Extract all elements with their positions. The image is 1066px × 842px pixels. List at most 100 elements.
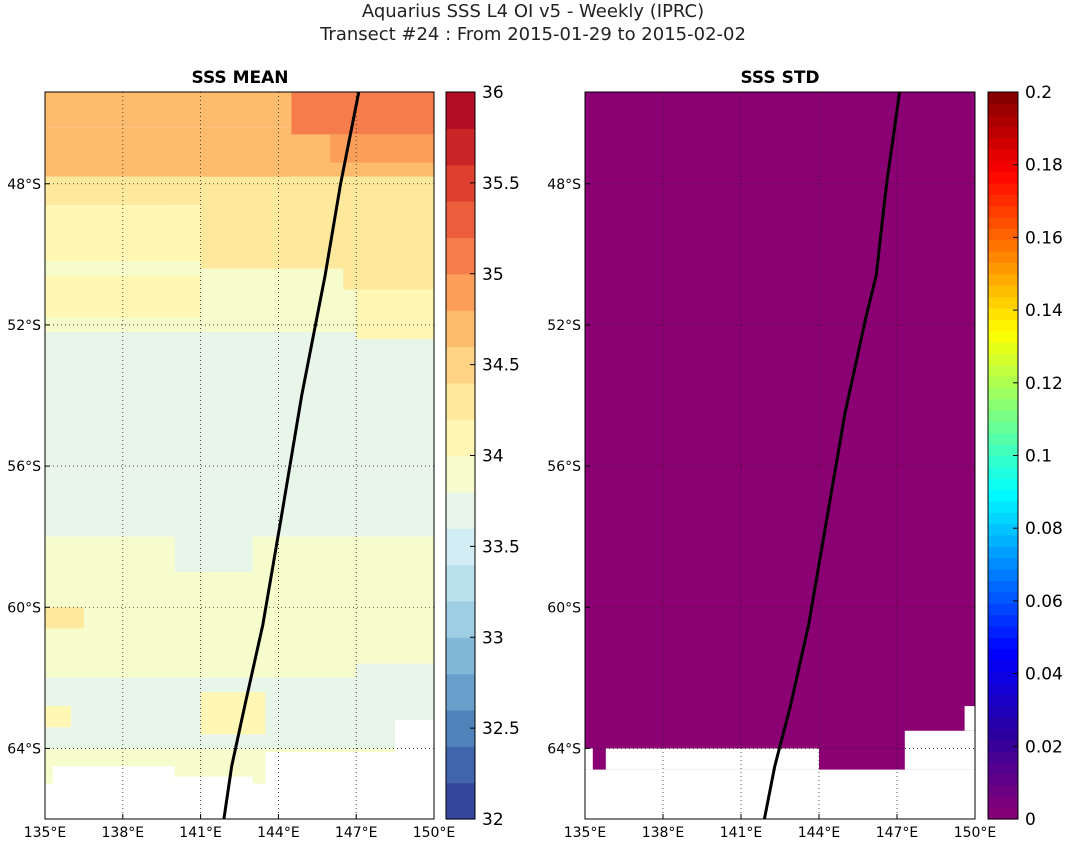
- sss-std-cbar-seg-11: [988, 682, 1018, 695]
- sss-mean-band-6: [45, 395, 434, 467]
- sss-std-xtick-label-4: 147°E: [876, 825, 919, 841]
- sss-mean-patch-11: [356, 663, 434, 728]
- sss-std-ytick-label-4: 64°S: [547, 741, 581, 757]
- sss-std-cbar-seg-20: [988, 580, 1018, 593]
- sss-mean-patch-10: [174, 529, 253, 572]
- sss-std-ytick-label-2: 56°S: [547, 459, 581, 475]
- sss-mean-cbar-seg-13: [446, 310, 475, 348]
- sss-std-cbar-seg-62: [988, 103, 1018, 116]
- sss-std-cbar-seg-15: [988, 637, 1018, 650]
- sss-mean-cbar-label-3: 33.5: [482, 537, 520, 557]
- sss-std-xtick-label-5: 150°E: [954, 825, 997, 841]
- sss-mean-track: [222, 91, 361, 820]
- sss-std-cbar-seg-31: [988, 455, 1018, 468]
- sss-mean-xtick-label-5: 150°E: [413, 825, 456, 841]
- sss-mean-cbar-seg-4: [446, 637, 475, 675]
- sss-std-cbar-seg-28: [988, 489, 1018, 502]
- sss-mean-cbar-seg-6: [446, 564, 475, 602]
- sss-mean-land-2: [174, 776, 253, 784]
- sss-std-cbar-seg-48: [988, 262, 1018, 275]
- sss-mean-patch-14: [45, 607, 84, 629]
- sss-std-transect-line: [762, 91, 902, 820]
- sss-std-cbar-label-0: 0: [1025, 810, 1036, 830]
- sss-std-cbar-seg-43: [988, 319, 1018, 332]
- sss-std-cbar-seg-54: [988, 194, 1018, 207]
- sss-std-cbar-seg-37: [988, 387, 1018, 400]
- sss-mean-land-0: [45, 783, 434, 819]
- sss-std-cbar-seg-58: [988, 148, 1018, 161]
- sss-mean-ytick-label-3: 60°S: [7, 600, 41, 616]
- sss-mean-ytick-label-2: 56°S: [7, 459, 41, 475]
- sss-mean-plot-frame: [44, 91, 435, 820]
- sss-mean-cbar-label-5: 34.5: [482, 356, 520, 376]
- sss-mean-xtick-label-0: 135°E: [24, 825, 67, 841]
- sss-mean-cbar-label-6: 35: [482, 265, 504, 285]
- sss-mean-ytick-label-0: 48°S: [7, 177, 41, 193]
- figure-title-line1: Aquarius SSS L4 OI v5 - Weekly (IPRC): [362, 1, 704, 22]
- sss-mean-xtick-label-4: 147°E: [335, 825, 378, 841]
- sss-mean-cbar-seg-15: [446, 237, 475, 275]
- sss-mean-xtick-label-2: 141°E: [179, 825, 222, 841]
- sss-std-cbar-label-8: 0.16: [1025, 228, 1063, 248]
- sss-std-cbar-label-7: 0.14: [1025, 301, 1063, 321]
- sss-std-cbar-seg-14: [988, 648, 1018, 661]
- sss-std-cbar-seg-46: [988, 285, 1018, 298]
- sss-mean-patch-15: [45, 706, 71, 728]
- sss-std-cbar-seg-24: [988, 535, 1018, 547]
- sss-mean-xtick-label-3: 144°E: [257, 825, 300, 841]
- sss-std-cbar-seg-4: [988, 762, 1018, 775]
- sss-mean-patch-7: [356, 289, 434, 340]
- sss-std-cbar-label-1: 0.02: [1025, 737, 1063, 757]
- sss-mean-cbar-label-7: 35.5: [482, 174, 520, 194]
- sss-std-xtick-label-1: 138°E: [642, 825, 685, 841]
- sss-std-cbar-seg-5: [988, 750, 1018, 763]
- sss-mean-land-3: [265, 751, 434, 784]
- sss-std-cbar-seg-47: [988, 273, 1018, 286]
- sss-mean-cbar-label-4: 34: [482, 447, 504, 467]
- sss-std-cbar-seg-63: [988, 92, 1018, 104]
- sss-mean-cbar-seg-18: [446, 128, 475, 166]
- sss-mean-cbar-seg-16: [446, 201, 475, 238]
- figure-title-line2: Transect #24 : From 2015-01-29 to 2015-0…: [319, 24, 746, 45]
- sss-mean-xtick-label-1: 138°E: [102, 825, 145, 841]
- sss-std-title: SSS STD: [740, 68, 819, 88]
- sss-mean-patch-9: [122, 360, 253, 396]
- sss-std-cbar-seg-44: [988, 307, 1018, 320]
- sss-std-cbar-seg-52: [988, 216, 1018, 229]
- sss-std-cbar-seg-41: [988, 341, 1018, 354]
- sss-std-land-3: [904, 730, 975, 770]
- sss-std-grid: [585, 92, 975, 819]
- sss-std-cbar-seg-12: [988, 671, 1018, 684]
- sss-mean-cbar-seg-9: [446, 455, 475, 493]
- sss-std-cbar-seg-27: [988, 500, 1018, 513]
- sss-std-panel: SSS STD 135°E 138°E 141°E 144°E 147°E 150°E 48…: [547, 68, 1063, 841]
- sss-std-cbar-seg-25: [988, 523, 1018, 536]
- sss-mean-patch-5: [343, 254, 434, 290]
- sss-std-cbar-seg-22: [988, 557, 1018, 570]
- sss-std-ytick-label-1: 52°S: [547, 318, 581, 334]
- sss-std-land: [585, 706, 975, 819]
- sss-std-cbar-seg-45: [988, 296, 1018, 309]
- sss-std-cbar-seg-18: [988, 603, 1018, 616]
- sss-std-cbar-seg-13: [988, 659, 1018, 672]
- sss-mean-land: [45, 720, 434, 819]
- sss-std-cbar-label-4: 0.08: [1025, 519, 1063, 539]
- sss-std-cbar-seg-17: [988, 614, 1018, 627]
- sss-std-cbar-seg-26: [988, 512, 1018, 525]
- sss-mean-ytick-label-4: 64°S: [7, 741, 41, 757]
- sss-std-plot-frame: [584, 91, 976, 820]
- sss-std-cbar-seg-30: [988, 466, 1018, 479]
- sss-std-track: [762, 91, 902, 820]
- sss-std-cbar-seg-23: [988, 546, 1018, 559]
- sss-mean-grid: [45, 92, 434, 819]
- sss-std-cbar-seg-1: [988, 796, 1018, 809]
- sss-std-cbar-seg-49: [988, 251, 1018, 263]
- sss-mean-cbar-seg-0: [446, 782, 475, 820]
- sss-mean-cbar-seg-1: [446, 746, 475, 784]
- sss-std-field: [585, 92, 975, 819]
- sss-mean-patch-12: [278, 727, 409, 749]
- sss-mean-patch-3: [45, 183, 175, 205]
- sss-mean-patch-0: [291, 92, 434, 135]
- sss-std-cbar-seg-56: [988, 171, 1018, 184]
